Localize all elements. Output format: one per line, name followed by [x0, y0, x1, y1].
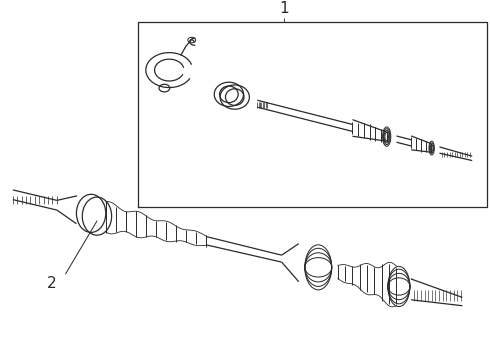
Text: 2: 2	[47, 276, 57, 291]
Text: 1: 1	[279, 1, 289, 17]
